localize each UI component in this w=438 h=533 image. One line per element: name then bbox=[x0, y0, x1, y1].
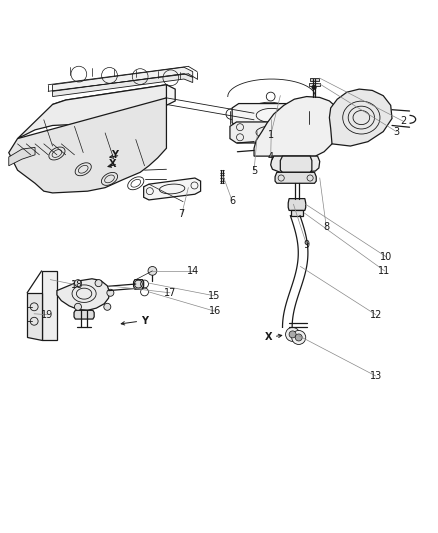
Text: 10: 10 bbox=[380, 252, 392, 262]
Polygon shape bbox=[53, 74, 193, 96]
Circle shape bbox=[74, 303, 81, 310]
Text: 17: 17 bbox=[164, 288, 176, 298]
Text: 11: 11 bbox=[378, 266, 391, 276]
Circle shape bbox=[74, 280, 81, 287]
Polygon shape bbox=[9, 147, 35, 166]
Text: Y: Y bbox=[141, 316, 148, 326]
Text: 2: 2 bbox=[400, 116, 406, 126]
Text: 6: 6 bbox=[229, 196, 235, 206]
Polygon shape bbox=[254, 96, 341, 156]
Text: 16: 16 bbox=[208, 306, 221, 316]
Polygon shape bbox=[18, 85, 166, 139]
Polygon shape bbox=[74, 310, 94, 319]
Circle shape bbox=[292, 330, 306, 344]
Text: 15: 15 bbox=[208, 291, 221, 301]
Text: 7: 7 bbox=[179, 209, 185, 219]
Text: Y: Y bbox=[111, 150, 118, 160]
Text: X: X bbox=[108, 159, 116, 169]
Text: 1: 1 bbox=[268, 130, 274, 140]
Text: 4: 4 bbox=[268, 152, 274, 162]
Polygon shape bbox=[42, 271, 57, 340]
Polygon shape bbox=[230, 122, 315, 143]
Polygon shape bbox=[309, 84, 320, 86]
Polygon shape bbox=[134, 280, 144, 289]
Circle shape bbox=[107, 289, 114, 296]
Text: 13: 13 bbox=[370, 371, 382, 381]
Text: 12: 12 bbox=[370, 310, 382, 320]
Polygon shape bbox=[310, 78, 319, 81]
Circle shape bbox=[148, 266, 157, 275]
Polygon shape bbox=[27, 293, 42, 340]
Polygon shape bbox=[9, 98, 166, 193]
Polygon shape bbox=[144, 178, 201, 200]
Circle shape bbox=[312, 85, 316, 90]
Circle shape bbox=[104, 303, 111, 310]
Polygon shape bbox=[280, 156, 312, 172]
Polygon shape bbox=[291, 211, 303, 216]
Circle shape bbox=[286, 327, 300, 342]
Text: 18: 18 bbox=[71, 280, 83, 290]
Text: X: X bbox=[265, 332, 272, 342]
Polygon shape bbox=[288, 199, 306, 211]
Polygon shape bbox=[232, 103, 311, 127]
Circle shape bbox=[289, 331, 296, 338]
Text: 3: 3 bbox=[393, 127, 399, 136]
Circle shape bbox=[295, 334, 302, 341]
Polygon shape bbox=[271, 156, 320, 172]
Polygon shape bbox=[57, 279, 110, 310]
Polygon shape bbox=[53, 67, 193, 91]
Polygon shape bbox=[53, 85, 175, 118]
Text: 5: 5 bbox=[251, 166, 257, 176]
Text: 8: 8 bbox=[323, 222, 329, 232]
Circle shape bbox=[95, 280, 102, 287]
Text: 14: 14 bbox=[187, 266, 199, 276]
Text: 19: 19 bbox=[41, 310, 53, 320]
Polygon shape bbox=[275, 172, 316, 183]
Text: 9: 9 bbox=[304, 240, 310, 249]
Polygon shape bbox=[329, 89, 392, 146]
